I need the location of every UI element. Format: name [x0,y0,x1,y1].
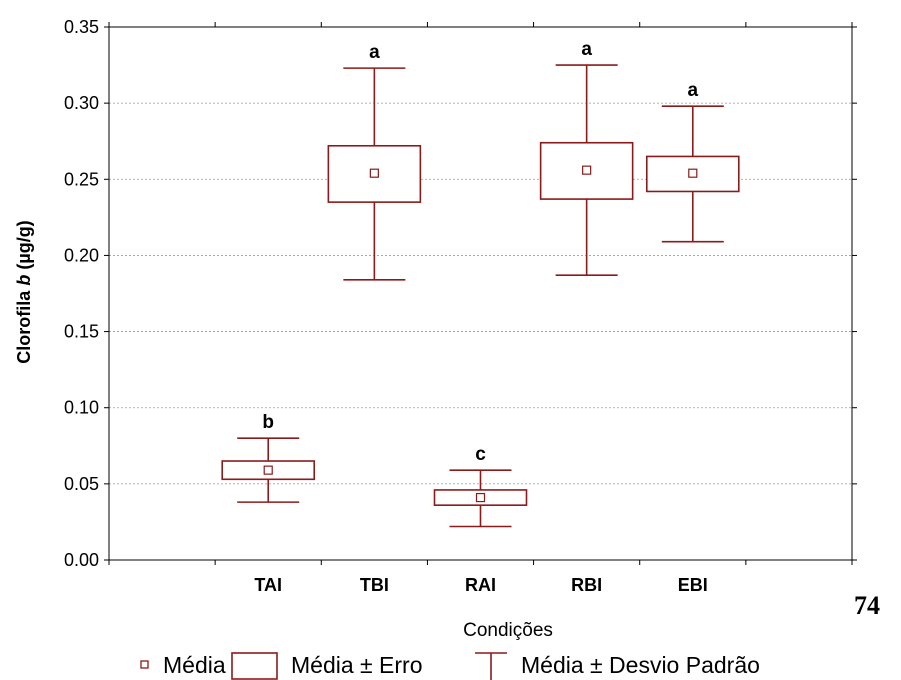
x-tick-label: TAI [254,575,282,595]
mean-marker [475,492,486,503]
box-tai: b [221,412,316,503]
legend-se-marker [231,652,278,680]
y-tick-label: 0.30 [64,93,99,113]
x-axis-label: Condições [463,620,553,641]
significance-letter: c [475,444,486,465]
page-number: 74 [854,591,880,620]
legend-mean-label: Média [163,652,226,678]
y-axis-label-suffix: (µg/g) [14,220,34,274]
y-tick-label: 0.00 [64,550,99,570]
box-tbi: a [327,42,422,281]
x-tick-label: RAI [465,575,496,595]
y-tick-label: 0.05 [64,474,99,494]
y-tick-label: 0.35 [64,17,99,37]
mean-marker [582,165,592,175]
legend-se-label: Média ± Erro [291,652,423,678]
mean-marker [369,168,379,178]
mean-marker [263,465,273,475]
y-axis-label-prefix: Clorofila [14,286,34,364]
plot-frame [108,26,853,561]
axes: 0.00 0.05 0.10 0.15 0.20 0.25 0.30 0.35 TAI TBI RA… [64,17,857,595]
y-axis-label: Clorofila b (µg/g) [14,220,34,363]
x-tick-label: RBI [571,575,602,595]
significance-letter: a [687,80,698,101]
y-tick-label: 0.25 [64,169,99,189]
y-tick-label: 0.15 [64,322,99,342]
significance-letter: a [581,39,592,60]
box-rai: c [433,444,528,528]
x-tick-label: EBI [678,575,708,595]
box-ebi: a [645,80,740,243]
mean-marker [688,168,698,178]
y-tick-label: 0.10 [64,398,99,418]
legend: Média Média ± Erro Média ± Desvio Padrão [140,652,760,680]
x-tick-label: TBI [360,575,389,595]
grid-lines [109,102,852,485]
legend-sd-marker [475,652,507,680]
box-rbi: a [539,39,634,277]
legend-mean-marker [140,660,149,669]
y-tick-label: 0.20 [64,245,99,265]
legend-sd-label: Média ± Desvio Padrão [521,652,760,678]
significance-letter: a [369,42,380,63]
significance-letter: b [262,412,274,433]
y-axis-label-italic: b [14,275,34,286]
box-series: b a c a a [221,39,740,528]
